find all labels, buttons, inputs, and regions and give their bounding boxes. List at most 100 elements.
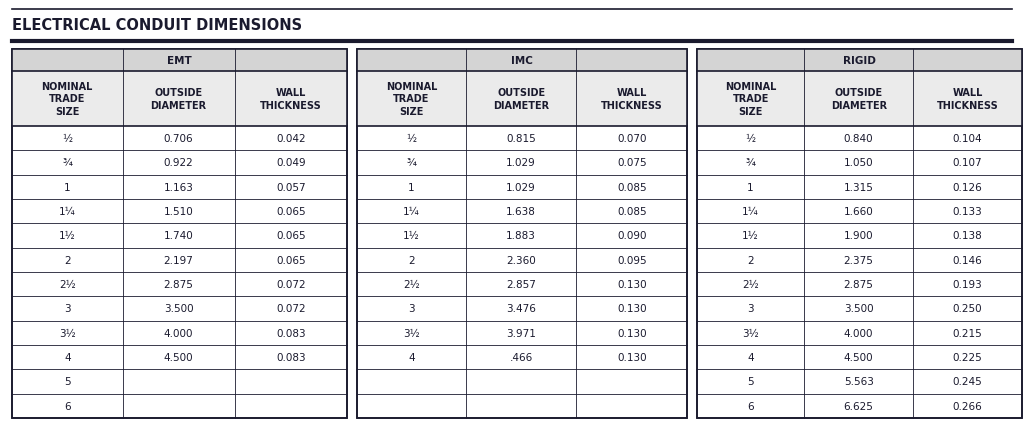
Bar (357, 72, 687, 127)
Text: 0.085: 0.085 (616, 182, 646, 193)
Text: 2: 2 (63, 255, 71, 265)
Bar (12, 72, 347, 127)
Text: 1¼: 1¼ (59, 207, 76, 217)
Text: 0.083: 0.083 (276, 328, 306, 338)
Text: OUTSIDE
DIAMETER: OUTSIDE DIAMETER (830, 88, 887, 110)
Text: 0.065: 0.065 (276, 255, 306, 265)
Text: ELECTRICAL CONDUIT DIMENSIONS: ELECTRICAL CONDUIT DIMENSIONS (12, 18, 302, 33)
Text: 0.193: 0.193 (952, 279, 982, 290)
Text: 3.500: 3.500 (844, 304, 873, 314)
Text: 0.085: 0.085 (616, 207, 646, 217)
Text: 1.660: 1.660 (844, 207, 873, 217)
Text: 4: 4 (63, 352, 71, 363)
Text: 0.042: 0.042 (276, 134, 306, 144)
Text: 0.130: 0.130 (616, 352, 646, 363)
Text: 3½: 3½ (403, 328, 420, 338)
Text: ¾: ¾ (62, 158, 73, 168)
Text: 0.049: 0.049 (276, 158, 306, 168)
Text: 4: 4 (748, 352, 754, 363)
Text: ½: ½ (407, 134, 417, 144)
Text: 5: 5 (748, 377, 754, 386)
Text: 0.126: 0.126 (952, 182, 982, 193)
Text: 1.740: 1.740 (164, 231, 194, 241)
Text: 4.500: 4.500 (164, 352, 194, 363)
Text: 0.070: 0.070 (617, 134, 646, 144)
Text: 2: 2 (748, 255, 754, 265)
Text: 1.638: 1.638 (506, 207, 537, 217)
Text: NOMINAL
TRADE
SIZE: NOMINAL TRADE SIZE (725, 82, 776, 117)
Text: 0.250: 0.250 (952, 304, 982, 314)
Text: 0.130: 0.130 (616, 328, 646, 338)
Text: 5: 5 (63, 377, 71, 386)
Text: 1: 1 (409, 182, 415, 193)
Text: 0.815: 0.815 (506, 134, 536, 144)
Text: 1.510: 1.510 (164, 207, 194, 217)
Text: 2.875: 2.875 (164, 279, 194, 290)
Text: 3.476: 3.476 (506, 304, 537, 314)
Text: 0.083: 0.083 (276, 352, 306, 363)
Text: 1¼: 1¼ (742, 207, 759, 217)
Text: 0.090: 0.090 (617, 231, 646, 241)
Text: WALL
THICKNESS: WALL THICKNESS (260, 88, 322, 110)
Text: OUTSIDE
DIAMETER: OUTSIDE DIAMETER (151, 88, 207, 110)
Bar (357, 50, 687, 418)
Bar (697, 50, 1022, 72)
Text: 1: 1 (748, 182, 754, 193)
Text: 0.104: 0.104 (952, 134, 982, 144)
Text: 3½: 3½ (59, 328, 76, 338)
Text: ½: ½ (62, 134, 73, 144)
Text: 0.840: 0.840 (844, 134, 873, 144)
Text: 5.563: 5.563 (844, 377, 873, 386)
Bar (12, 50, 347, 72)
Text: IMC: IMC (511, 56, 532, 66)
Text: 0.065: 0.065 (276, 231, 306, 241)
Text: 1½: 1½ (403, 231, 420, 241)
Text: 2: 2 (409, 255, 415, 265)
Text: 6: 6 (63, 401, 71, 411)
Text: 3.971: 3.971 (506, 328, 537, 338)
Text: 6: 6 (748, 401, 754, 411)
Text: 2½: 2½ (59, 279, 76, 290)
Text: 3: 3 (63, 304, 71, 314)
Text: 2.875: 2.875 (844, 279, 873, 290)
Text: EMT: EMT (167, 56, 191, 66)
Text: NOMINAL
TRADE
SIZE: NOMINAL TRADE SIZE (42, 82, 93, 117)
Text: 0.130: 0.130 (616, 279, 646, 290)
Text: 4.000: 4.000 (844, 328, 873, 338)
Text: ½: ½ (745, 134, 756, 144)
Text: 0.133: 0.133 (952, 207, 982, 217)
Text: 3.500: 3.500 (164, 304, 194, 314)
Text: 1.900: 1.900 (844, 231, 873, 241)
Text: 3½: 3½ (742, 328, 759, 338)
Text: 1: 1 (63, 182, 71, 193)
Bar (12, 50, 347, 418)
Text: 0.095: 0.095 (616, 255, 646, 265)
Text: 0.075: 0.075 (616, 158, 646, 168)
Text: RIGID: RIGID (843, 56, 876, 66)
Text: 2.857: 2.857 (506, 279, 537, 290)
Text: NOMINAL
TRADE
SIZE: NOMINAL TRADE SIZE (386, 82, 437, 117)
Text: 0.065: 0.065 (276, 207, 306, 217)
Text: 0.225: 0.225 (952, 352, 982, 363)
Text: 1.163: 1.163 (164, 182, 194, 193)
Text: 0.146: 0.146 (952, 255, 982, 265)
Text: 0.072: 0.072 (276, 304, 306, 314)
Text: 0.107: 0.107 (952, 158, 982, 168)
Text: 0.072: 0.072 (276, 279, 306, 290)
Bar (12, 50, 347, 418)
Text: 0.130: 0.130 (616, 304, 646, 314)
Bar (357, 50, 687, 72)
Text: 0.138: 0.138 (952, 231, 982, 241)
Text: 4.000: 4.000 (164, 328, 194, 338)
Text: 1.029: 1.029 (506, 158, 536, 168)
Text: OUTSIDE
DIAMETER: OUTSIDE DIAMETER (494, 88, 549, 110)
Text: 0.922: 0.922 (164, 158, 194, 168)
Text: ¾: ¾ (407, 158, 417, 168)
Text: 2.360: 2.360 (506, 255, 536, 265)
Text: WALL
THICKNESS: WALL THICKNESS (937, 88, 998, 110)
Text: 1.315: 1.315 (844, 182, 873, 193)
Text: 2½: 2½ (403, 279, 420, 290)
Text: 0.057: 0.057 (276, 182, 306, 193)
Text: 1½: 1½ (742, 231, 759, 241)
Text: 1¼: 1¼ (403, 207, 420, 217)
